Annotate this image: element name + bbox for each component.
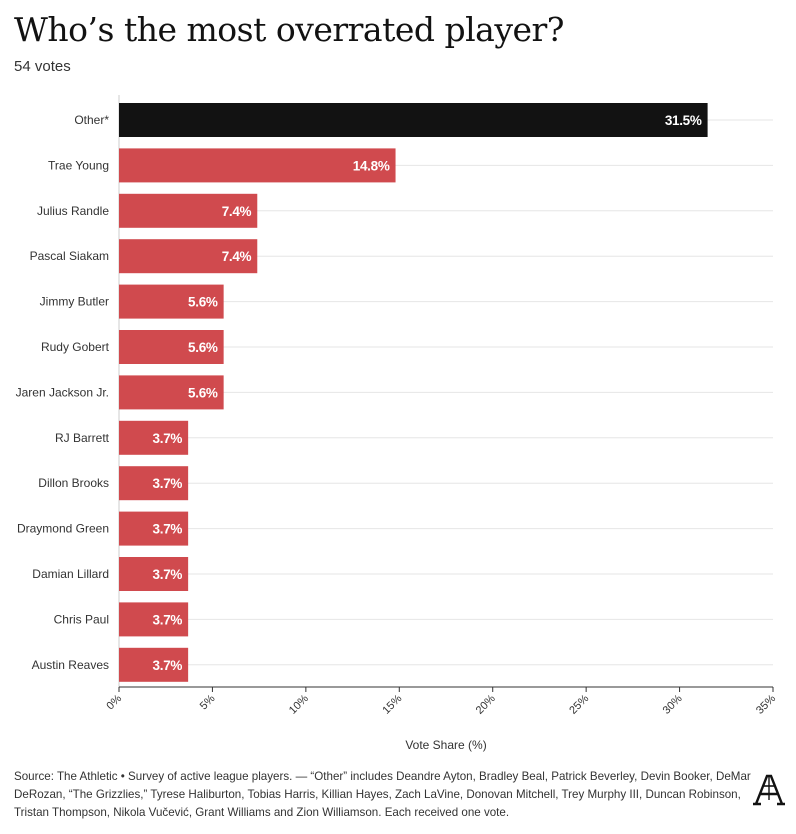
bar [119, 375, 224, 410]
category-label: Jaren Jackson Jr. [16, 385, 109, 399]
bar-value-label: 3.7% [153, 476, 183, 491]
bar-value-label: 3.7% [153, 658, 183, 673]
category-label: RJ Barrett [55, 431, 110, 445]
category-label: Other* [74, 113, 109, 127]
x-tick-label: 35% [754, 692, 778, 716]
x-tick-label: 25% [567, 692, 591, 716]
x-axis-title: Vote Share (%) [405, 738, 486, 752]
bar-value-label: 3.7% [153, 522, 183, 537]
bar [119, 602, 189, 637]
category-label: Jimmy Butler [40, 295, 109, 309]
category-label: Chris Paul [54, 612, 109, 626]
bar [119, 557, 189, 591]
x-tick-label: 20% [474, 692, 498, 716]
x-tick-label: 5% [198, 692, 218, 712]
x-tick-label: 30% [661, 692, 685, 716]
bar-value-label: 5.6% [188, 385, 218, 400]
bar [119, 466, 189, 501]
the-athletic-logo-icon [753, 774, 785, 806]
category-label: Julius Randle [37, 204, 109, 218]
bar [119, 284, 224, 319]
bar-value-label: 5.6% [188, 340, 218, 355]
bar-value-label: 7.4% [222, 249, 252, 264]
category-label: Draymond Green [17, 522, 109, 536]
bar [119, 420, 189, 455]
bar-value-label: 3.7% [153, 612, 183, 627]
bar [119, 103, 708, 137]
bar [119, 239, 258, 274]
category-label: Rudy Gobert [41, 340, 110, 354]
x-tick-label: 0% [104, 692, 124, 712]
x-tick-label: 15% [380, 692, 404, 716]
bar [119, 148, 396, 183]
chart-title: Who’s the most overrated player? [14, 10, 565, 49]
category-label: Dillon Brooks [38, 476, 109, 490]
source-note: Source: The Athletic • Survey of active … [14, 770, 751, 819]
x-tick-label: 10% [287, 692, 311, 716]
bar-value-label: 3.7% [153, 567, 183, 582]
bar [119, 193, 258, 228]
bar-value-label: 3.7% [153, 431, 183, 446]
bar [119, 647, 189, 682]
category-label: Trae Young [48, 158, 109, 172]
bar [119, 511, 189, 546]
bar [119, 330, 224, 364]
chart-subtitle: 54 votes [14, 58, 71, 75]
bar-value-label: 7.4% [222, 204, 252, 219]
bar-chart: Other* 31.5% Trae Young 14.8% Julius Randle 7… [16, 95, 778, 752]
category-label: Austin Reaves [32, 658, 109, 672]
bar-value-label: 31.5% [665, 113, 702, 128]
category-label: Pascal Siakam [30, 249, 109, 263]
category-label: Damian Lillard [32, 567, 109, 581]
bar-value-label: 5.6% [188, 295, 218, 310]
bar-value-label: 14.8% [353, 158, 390, 173]
